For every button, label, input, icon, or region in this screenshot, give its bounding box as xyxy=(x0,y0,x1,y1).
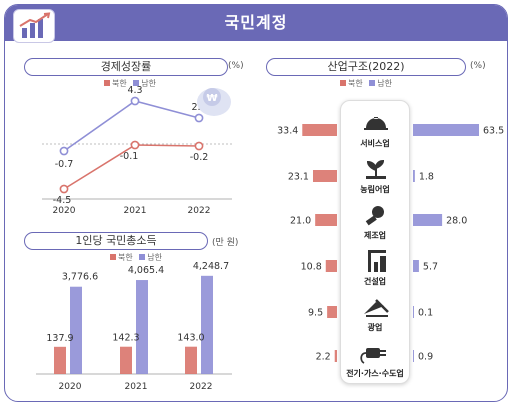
industry-legend: 북한 남한 xyxy=(336,78,392,89)
industry-bar-north xyxy=(327,306,337,318)
sector-label-3: 건설업 xyxy=(363,277,387,286)
utility-plug-icon xyxy=(360,348,386,364)
income-label-south: 4,065.4 xyxy=(128,265,164,276)
growth-point-south xyxy=(194,113,204,123)
growth-legend: 북한 남한 xyxy=(100,78,156,89)
construction-icon xyxy=(368,250,386,272)
growth-x-tick: 2020 xyxy=(53,206,76,216)
income-x-tick: 2022 xyxy=(190,382,213,392)
mining-icon xyxy=(364,299,389,317)
north-swatch xyxy=(340,80,346,86)
money-bag-icon: ₩ xyxy=(197,88,231,116)
sector-label-0: 서비스업 xyxy=(360,139,390,148)
industry-label-north: 23.1 xyxy=(288,172,309,183)
sector-label-5: 전기·가스·수도업 xyxy=(346,369,404,378)
growth-chart-unit: (%) xyxy=(228,61,244,71)
income-x-tick: 2021 xyxy=(125,382,148,392)
industry-bar-south xyxy=(413,124,479,136)
industry-bar-north xyxy=(302,124,337,136)
growth-point-north xyxy=(194,141,204,151)
income-chart-title: 1인당 국민총소득 xyxy=(24,232,208,250)
industry-bar-south xyxy=(413,170,415,182)
legend-south: 남한 xyxy=(377,79,393,88)
sector-label-2: 제조업 xyxy=(363,231,387,240)
growth-chart-title: 경제성장률 xyxy=(24,58,228,76)
growth-point-north xyxy=(59,184,69,194)
page-title: 국민계정 xyxy=(5,5,507,41)
legend-north: 북한 xyxy=(112,79,127,88)
manufacturing-icon xyxy=(365,206,384,226)
sector-label-1: 농림어업 xyxy=(360,185,390,194)
sector-icon-card xyxy=(340,100,410,384)
growth-point-north xyxy=(130,140,140,150)
south-swatch xyxy=(139,254,146,260)
growth-point-south xyxy=(130,96,140,106)
legend-south: 남한 xyxy=(141,79,157,88)
svg-text:₩: ₩ xyxy=(206,93,217,104)
south-swatch xyxy=(133,80,140,86)
income-label-south: 3,776.6 xyxy=(62,272,98,283)
income-bar-south xyxy=(136,280,148,374)
industry-label-south: 28.0 xyxy=(446,216,467,227)
industry-label-north: 9.5 xyxy=(308,308,323,319)
industry-bar-north xyxy=(312,170,337,182)
income-label-south: 4,248.7 xyxy=(193,261,229,272)
income-bar-south xyxy=(201,275,213,374)
income-bar-south xyxy=(70,286,82,374)
industry-label-south: 0.1 xyxy=(418,308,433,319)
income-chart-unit: (만 원) xyxy=(212,238,239,248)
chart-logo-icon xyxy=(13,9,55,43)
industry-chart-title: 산업구조(2022) xyxy=(266,58,466,76)
industry-bar-north xyxy=(325,260,337,272)
industry-bar-south xyxy=(413,350,414,362)
growth-point-south xyxy=(59,146,69,156)
industry-label-south: 63.5 xyxy=(483,126,504,137)
industry-label-north: 21.0 xyxy=(290,216,311,227)
income-label-north: 137.9 xyxy=(46,333,73,344)
industry-chart-unit: (%) xyxy=(470,61,486,71)
north-swatch xyxy=(104,80,110,86)
industry-bar-south xyxy=(413,306,414,318)
industry-bar-south xyxy=(413,214,443,226)
legend-north: 북한 xyxy=(348,79,363,88)
service-icon xyxy=(364,117,388,130)
sector-label-4: 광업 xyxy=(367,323,383,332)
income-bar-north xyxy=(120,346,132,374)
income-x-tick: 2020 xyxy=(59,382,82,392)
industry-bar-south xyxy=(413,260,419,272)
legend-north: 북한 xyxy=(118,253,133,262)
legend-south: 남한 xyxy=(147,253,163,262)
north-swatch xyxy=(110,254,116,260)
industry-bar-north xyxy=(334,350,337,362)
industry-label-south: 0.9 xyxy=(418,352,433,363)
growth-label-north: -0.2 xyxy=(190,152,209,163)
growth-x-tick: 2021 xyxy=(124,206,147,216)
growth-label-north: -0.1 xyxy=(120,151,139,162)
growth-label-south: -0.7 xyxy=(55,159,74,170)
south-swatch xyxy=(369,80,376,86)
income-label-north: 142.3 xyxy=(112,333,139,344)
income-legend: 북한 남한 xyxy=(106,252,162,263)
industry-label-south: 1.8 xyxy=(419,172,434,183)
agriculture-icon xyxy=(366,159,386,179)
growth-label-north: -4.5 xyxy=(53,195,72,206)
industry-label-north: 33.4 xyxy=(277,126,298,137)
industry-label-north: 10.8 xyxy=(301,262,322,273)
industry-label-south: 5.7 xyxy=(423,262,438,273)
income-bar-north xyxy=(185,346,197,374)
income-bar-north xyxy=(54,346,66,374)
industry-label-north: 2.2 xyxy=(316,352,331,363)
industry-bar-north xyxy=(315,214,337,226)
growth-x-tick: 2022 xyxy=(188,206,211,216)
income-label-north: 143.0 xyxy=(177,333,204,344)
growth-label-south: 4.3 xyxy=(127,85,142,96)
